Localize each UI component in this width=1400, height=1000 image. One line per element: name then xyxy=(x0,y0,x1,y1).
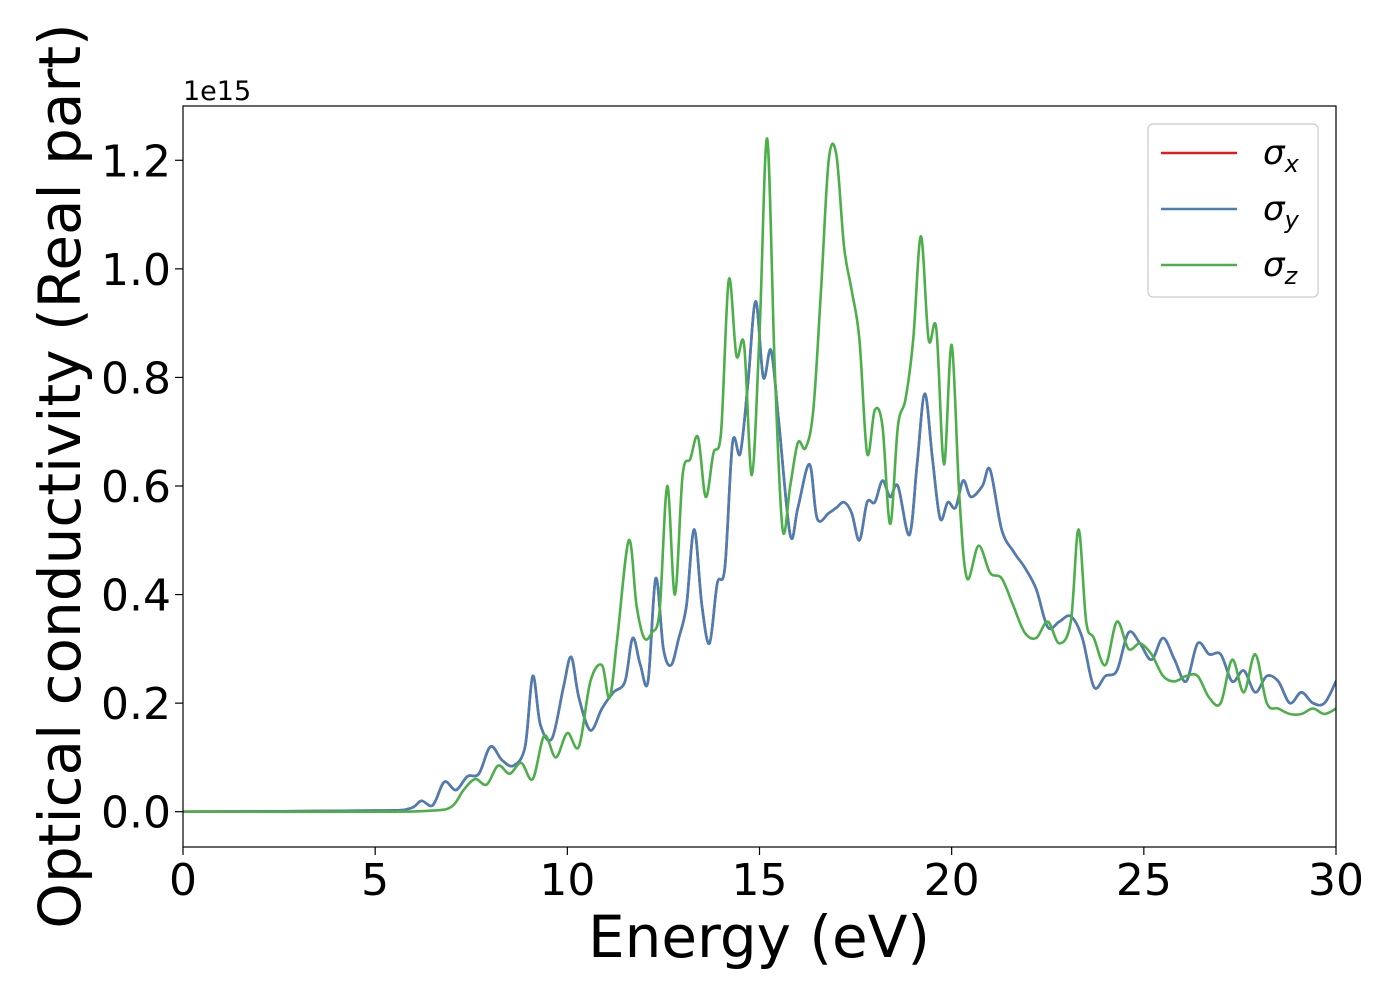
x-axis: 0 5 10 15 20 25 30 xyxy=(169,847,1364,906)
y-tick-label: 0.6 xyxy=(101,462,171,513)
legend: σx σy σz xyxy=(1147,123,1319,298)
y-tick-label: 0.4 xyxy=(101,571,171,622)
series-line-y xyxy=(183,300,1336,813)
x-tick-label: 0 xyxy=(169,855,197,906)
x-tick-label: 20 xyxy=(924,855,980,906)
y-tick-label: 1.0 xyxy=(101,245,171,296)
legend-label-x: σx xyxy=(1263,133,1300,178)
series-line-z xyxy=(183,137,1336,814)
x-tick-label: 15 xyxy=(732,855,788,906)
series-layer xyxy=(183,137,1336,814)
x-tick-label: 30 xyxy=(1308,855,1364,906)
x-tick-label: 10 xyxy=(539,855,595,906)
y-tick-label: 0.8 xyxy=(101,353,171,404)
legend-box xyxy=(1147,123,1319,298)
y-axis: 0.0 0.2 0.4 0.6 0.8 1.0 1.2 xyxy=(101,136,183,839)
x-tick-label: 5 xyxy=(361,855,389,906)
x-axis-label: Energy (eV) xyxy=(588,903,930,971)
legend-label-y: σy xyxy=(1263,189,1300,234)
y-tick-label: 1.2 xyxy=(101,136,171,187)
y-tick-label: 0.2 xyxy=(101,679,171,730)
y-axis-label: Optical conductivity (Real part) xyxy=(26,23,94,928)
y-offset-label: 1e15 xyxy=(183,76,251,107)
legend-label-z: σz xyxy=(1263,245,1299,290)
y-tick-label: 0.0 xyxy=(101,788,171,839)
x-tick-label: 25 xyxy=(1116,855,1172,906)
